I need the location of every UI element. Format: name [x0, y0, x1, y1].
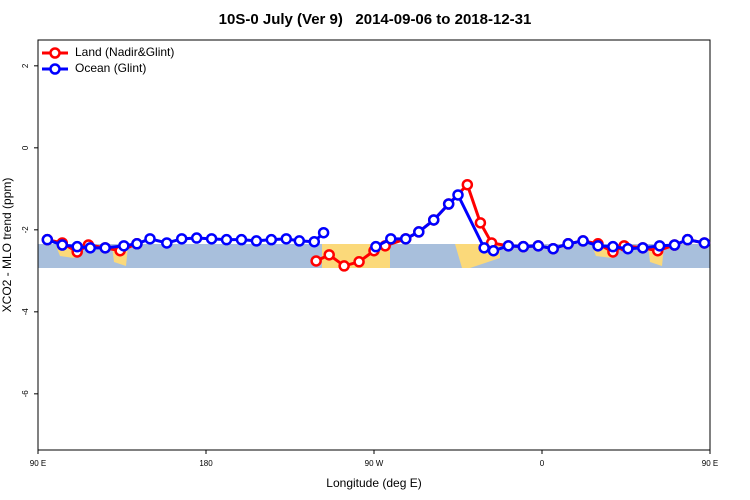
data-point [293, 235, 306, 247]
data-point [235, 233, 248, 246]
data-point [205, 233, 218, 245]
x-tick-label: 180 [199, 459, 213, 468]
data-point [250, 235, 263, 247]
data-point [370, 240, 382, 253]
legend-marker [49, 63, 61, 75]
x-tick-label: 90 E [30, 459, 46, 468]
data-point [502, 240, 515, 252]
data-point [461, 178, 474, 191]
y-tick-label: 2 [21, 63, 30, 68]
data-point [653, 240, 666, 252]
data-point [310, 255, 322, 267]
data-point [607, 240, 619, 253]
data-point [622, 242, 634, 255]
data-point [71, 240, 83, 253]
data-point [562, 238, 574, 250]
data-point [681, 233, 694, 246]
y-axis-label: XCO2 - MLO trend (ppm) [0, 178, 14, 313]
data-point [41, 233, 54, 246]
data-point [56, 239, 69, 251]
data-point [161, 237, 173, 249]
y-tick-label: 0 [21, 145, 30, 150]
data-point [144, 233, 156, 245]
data-point [442, 198, 455, 210]
data-point [118, 240, 130, 252]
data-point [592, 240, 604, 252]
data-point [190, 232, 203, 244]
x-tick-label: 90 E [702, 459, 718, 468]
chart-title: 10S-0 July (Ver 9) 2014-09-06 to 2018-12… [219, 11, 532, 28]
data-point [131, 238, 143, 250]
data-point [84, 242, 97, 254]
legend-label: Land (Nadir&Glint) [75, 45, 174, 59]
x-axis-label: Longitude (deg E) [326, 476, 421, 490]
data-point [487, 244, 500, 257]
data-point [220, 233, 233, 246]
data-point [474, 217, 487, 229]
data-point [385, 233, 397, 245]
x-tick-label: 90 W [365, 459, 384, 468]
y-tick-label: -4 [21, 308, 30, 316]
y-tick-label: -6 [21, 390, 30, 398]
x-tick-label: 0 [540, 459, 545, 468]
data-point [323, 249, 335, 261]
y-tick-label: -2 [21, 226, 30, 234]
data-point [399, 233, 412, 245]
data-point [280, 233, 293, 245]
legend-marker [49, 47, 61, 59]
data-point [353, 256, 365, 268]
data-point [637, 242, 649, 254]
data-point [99, 242, 111, 254]
legend-label: Ocean (Glint) [75, 61, 146, 75]
data-point [175, 233, 188, 245]
data-point [427, 214, 440, 226]
data-point [265, 233, 278, 246]
data-point [668, 239, 681, 251]
data-point [547, 242, 559, 255]
data-point [517, 240, 530, 253]
data-point [452, 189, 464, 201]
data-point [532, 240, 545, 252]
data-point [317, 226, 330, 239]
data-point [308, 235, 321, 248]
data-point [338, 260, 350, 272]
data-point [478, 242, 490, 254]
data-point [413, 226, 425, 238]
data-point [698, 237, 711, 249]
data-point [577, 235, 589, 247]
